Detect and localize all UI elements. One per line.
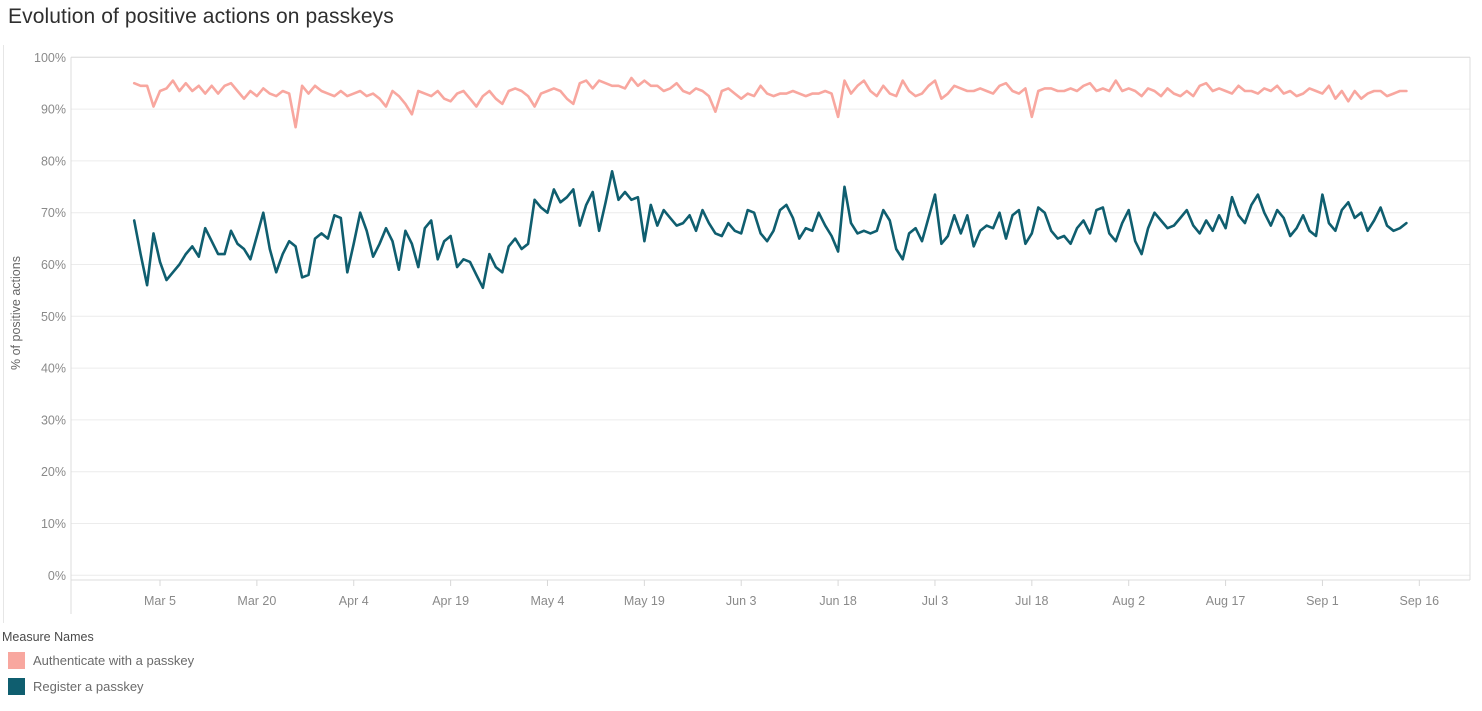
- y-axis-title: % of positive actions: [9, 256, 23, 370]
- x-tick-label: May 4: [530, 594, 564, 608]
- x-tick-label: Aug 2: [1112, 594, 1145, 608]
- x-tick-label: Aug 17: [1206, 594, 1246, 608]
- x-tick-label: Mar 20: [237, 594, 276, 608]
- y-tick-label: 30%: [41, 413, 66, 427]
- legend-item-label: Register a passkey: [33, 679, 144, 694]
- x-tick-label: Sep 16: [1399, 594, 1439, 608]
- y-tick-label: 70%: [41, 206, 66, 220]
- x-tick-label: Mar 5: [144, 594, 176, 608]
- x-tick-label: Jul 3: [922, 594, 948, 608]
- legend-swatch-icon[interactable]: [8, 652, 25, 669]
- legend-title: Measure Names: [2, 630, 94, 644]
- legend-item-label: Authenticate with a passkey: [33, 653, 195, 668]
- y-tick-label: 60%: [41, 258, 66, 272]
- line-chart: 0% 10% 20% 30% 40% 50% 60% 70% 80% 90% 100% Mar 5 Ma…: [34, 51, 1471, 614]
- legend-item-0[interactable]: Authenticate with a passkey: [8, 652, 194, 669]
- series-line-register-a-passkey[interactable]: [132, 170, 1408, 290]
- x-tick-label: Jun 3: [726, 594, 757, 608]
- y-tick-label: 90%: [41, 103, 66, 117]
- y-tick-label: 50%: [41, 310, 66, 324]
- chart-title: Evolution of positive actions on passkey…: [8, 5, 394, 28]
- legend-swatch-icon[interactable]: [8, 678, 25, 695]
- y-tick-label: 10%: [41, 517, 66, 531]
- y-tick-label: 0%: [48, 569, 66, 583]
- y-tick-label: 80%: [41, 154, 66, 168]
- x-tick-label: Sep 1: [1306, 594, 1339, 608]
- card-left-border: [3, 45, 4, 623]
- legend-items: Authenticate with a passkey Register a pa…: [2, 652, 194, 695]
- x-tick-label: Jun 18: [819, 594, 857, 608]
- x-tick-label: Jul 18: [1015, 594, 1048, 608]
- y-tick-label: 100%: [34, 51, 66, 65]
- x-tick-label: Apr 4: [339, 594, 369, 608]
- y-tick-label: 40%: [41, 362, 66, 376]
- legend: Measure Names Authenticate with a passke…: [2, 630, 194, 704]
- legend-item-1[interactable]: Register a passkey: [8, 678, 194, 695]
- x-tick-label: Apr 19: [432, 594, 469, 608]
- x-tick-label: May 19: [624, 594, 665, 608]
- series-line-authenticate-with-a-passkey[interactable]: [132, 76, 1408, 129]
- y-tick-label: 20%: [41, 465, 66, 479]
